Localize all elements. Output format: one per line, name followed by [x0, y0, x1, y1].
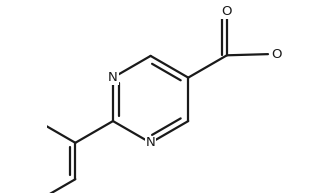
- Text: N: N: [146, 136, 156, 149]
- Text: O: O: [222, 5, 232, 18]
- Text: O: O: [271, 48, 281, 61]
- Text: N: N: [108, 71, 118, 84]
